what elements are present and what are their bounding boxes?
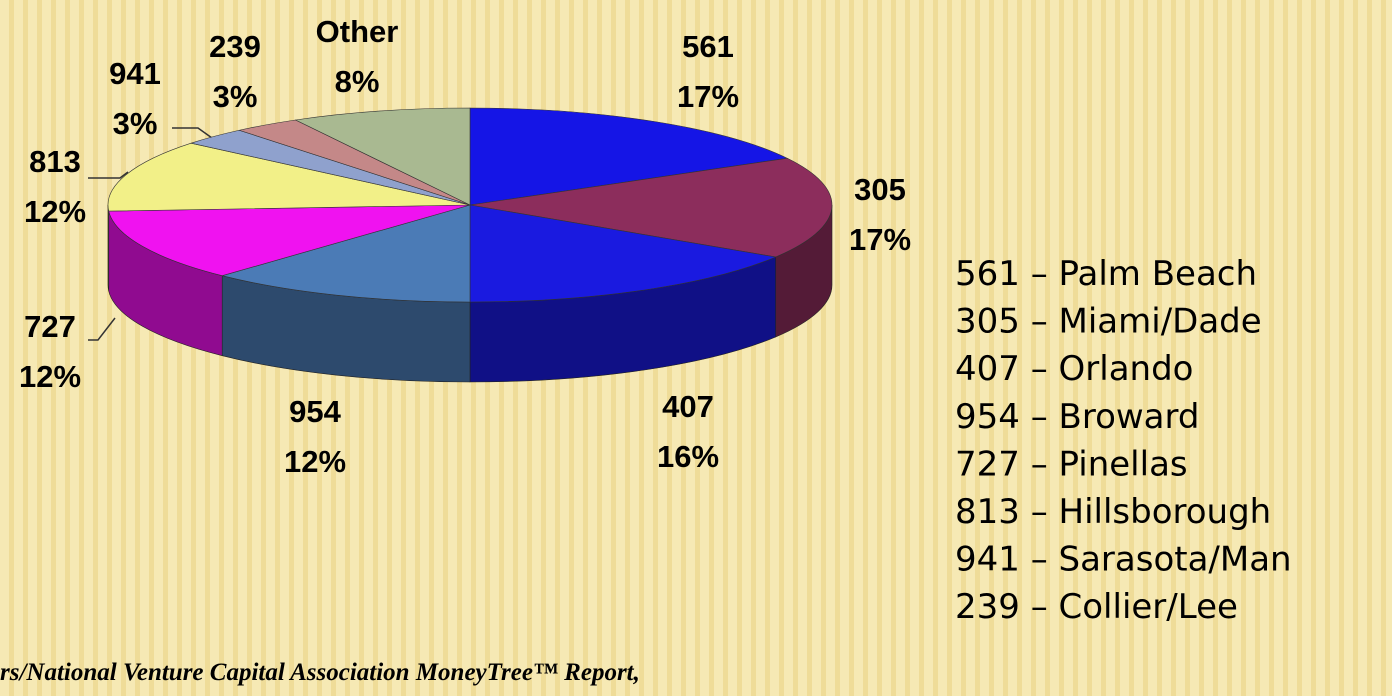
data-label-value: 17% [677, 79, 739, 114]
data-label-category: 813 [29, 144, 81, 179]
pie-tops [107, 107, 833, 303]
pie-slice [469, 204, 777, 303]
data-label-value: 3% [113, 106, 158, 141]
key-entry: 561 – Palm Beach [955, 254, 1257, 294]
key-entry: 305 – Miami/Dade [955, 302, 1262, 342]
key-entry: 954 – Broward [955, 397, 1199, 437]
data-label-value: 12% [24, 194, 86, 229]
pie-slice [294, 107, 471, 206]
pie-slice [108, 204, 471, 277]
data-label-category: Other [316, 14, 399, 49]
key-entry: 941 – Sarasota/Man [955, 540, 1292, 580]
key-entry: 813 – Hillsborough [955, 492, 1271, 532]
pie-slice [107, 142, 471, 212]
source-note: rs/National Venture Capital Association … [0, 659, 640, 686]
data-label-category: 305 [854, 172, 906, 207]
pie-slice [469, 107, 789, 206]
data-label-value: 12% [284, 444, 346, 479]
data-label-value: 17% [849, 222, 911, 257]
pie-sides [107, 204, 833, 383]
leader-lines [88, 127, 213, 341]
data-label-category: 727 [24, 309, 76, 344]
data-label-category: 941 [109, 56, 161, 91]
pie-side [107, 204, 110, 292]
pie-slice [221, 204, 471, 303]
data-label-category: 239 [209, 29, 261, 64]
pie-slice [469, 157, 833, 258]
data-label-value: 16% [657, 439, 719, 474]
data-label-value: 3% [213, 79, 258, 114]
data-label-value: 8% [335, 64, 380, 99]
key-entry: 239 – Collier/Lee [955, 587, 1238, 627]
key-entry: 727 – Pinellas [955, 444, 1188, 484]
data-label-category: 954 [289, 394, 341, 429]
key-entry: 407 – Orlando [955, 349, 1193, 389]
data-label-category: 561 [682, 29, 734, 64]
data-label-value: 12% [19, 359, 81, 394]
data-label-category: 407 [662, 389, 714, 424]
